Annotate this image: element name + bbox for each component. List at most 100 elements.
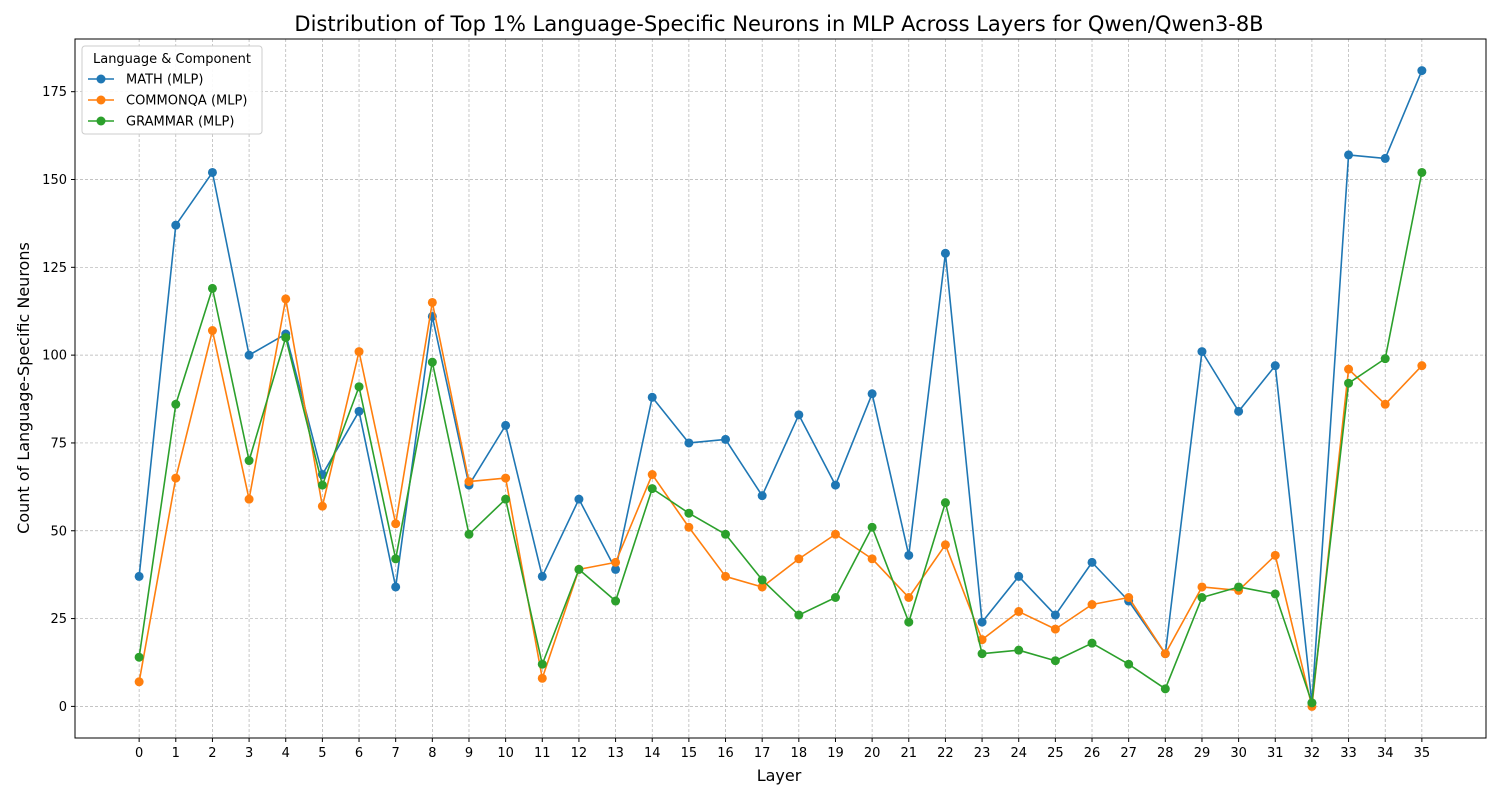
x-tick-label: 20 <box>864 746 881 761</box>
x-tick-label: 15 <box>681 746 698 761</box>
data-point <box>940 498 950 508</box>
x-tick-label: 3 <box>245 746 253 761</box>
data-point <box>354 347 364 357</box>
x-tick-label: 21 <box>900 746 917 761</box>
data-point <box>1014 645 1024 655</box>
data-point <box>1234 582 1244 592</box>
grid-lines <box>75 39 1486 738</box>
x-tick-label: 28 <box>1157 746 1174 761</box>
x-tick-label: 0 <box>135 746 143 761</box>
data-point <box>904 550 914 560</box>
data-point <box>611 596 621 606</box>
data-point <box>830 480 840 490</box>
legend-label: MATH (MLP) <box>126 73 203 88</box>
data-point <box>867 389 877 399</box>
x-tick-label: 8 <box>428 746 436 761</box>
y-tick-label: 150 <box>42 173 67 188</box>
data-point <box>464 529 474 539</box>
y-tick-label: 100 <box>42 349 67 364</box>
data-point <box>537 673 547 683</box>
legend-marker <box>96 74 106 84</box>
data-point <box>1087 557 1097 567</box>
legend-marker <box>96 116 106 126</box>
data-point <box>1234 406 1244 416</box>
data-point <box>574 494 584 504</box>
data-point <box>1380 399 1390 409</box>
data-point <box>1160 684 1170 694</box>
data-point <box>830 592 840 602</box>
data-point <box>1014 571 1024 581</box>
data-point <box>1050 610 1060 620</box>
data-point <box>1270 589 1280 599</box>
legend-entry: MATH (MLP) <box>88 73 203 88</box>
series-commonqa-mlp <box>134 294 1427 711</box>
data-point <box>171 399 181 409</box>
plot-area <box>74 38 1487 739</box>
y-axis-label: Count of Language-Specific Neurons <box>14 242 33 534</box>
data-point <box>1124 592 1134 602</box>
data-point <box>391 554 401 564</box>
data-point <box>1270 361 1280 371</box>
data-point <box>1380 153 1390 163</box>
data-point <box>244 494 254 504</box>
data-point <box>1050 624 1060 634</box>
x-tick-label: 26 <box>1084 746 1101 761</box>
axis-ticks: 0 1 2 3 4 5 6 7 8 9 10 11 12 13 14 15 16 17 18 19 20 21 22 23 24… <box>42 85 1430 761</box>
y-tick-label: 125 <box>42 261 67 276</box>
y-tick-label: 50 <box>50 524 67 539</box>
x-tick-label: 7 <box>392 746 400 761</box>
x-tick-label: 14 <box>644 746 661 761</box>
series-line <box>138 172 1423 704</box>
x-tick-label: 30 <box>1230 746 1247 761</box>
data-point <box>464 477 474 487</box>
legend-entry: COMMONQA (MLP) <box>88 94 247 109</box>
data-point <box>1344 150 1354 160</box>
data-point <box>611 557 621 567</box>
data-point <box>1270 550 1280 560</box>
data-point <box>207 283 217 293</box>
data-point <box>684 508 694 518</box>
data-point <box>721 571 731 581</box>
data-point <box>940 540 950 550</box>
x-tick-label: 2 <box>208 746 216 761</box>
data-point <box>684 438 694 448</box>
data-point <box>354 382 364 392</box>
data-point <box>867 522 877 532</box>
data-point <box>207 326 217 336</box>
data-point <box>1344 378 1354 388</box>
data-point <box>1380 354 1390 364</box>
x-tick-label: 33 <box>1340 746 1357 761</box>
x-tick-label: 18 <box>791 746 808 761</box>
data-point <box>647 470 657 480</box>
data-point <box>1417 361 1427 371</box>
x-tick-label: 24 <box>1010 746 1027 761</box>
legend-label: GRAMMAR (MLP) <box>126 115 234 130</box>
data-point <box>354 406 364 416</box>
data-point <box>207 167 217 177</box>
x-tick-label: 6 <box>355 746 363 761</box>
x-tick-label: 17 <box>754 746 771 761</box>
data-point <box>501 494 511 504</box>
data-point <box>537 659 547 669</box>
data-point <box>1197 347 1207 357</box>
data-point <box>317 501 327 511</box>
data-point <box>281 294 291 304</box>
x-axis-label: Layer <box>757 766 802 785</box>
legend-title: Language & Component <box>93 52 251 67</box>
x-tick-label: 29 <box>1194 746 1211 761</box>
data-point <box>904 592 914 602</box>
data-point <box>647 392 657 402</box>
legend-box <box>81 45 263 135</box>
x-tick-label: 1 <box>172 746 180 761</box>
y-tick-label: 175 <box>42 85 67 100</box>
data-point <box>134 571 144 581</box>
data-point <box>647 484 657 494</box>
x-tick-label: 32 <box>1304 746 1321 761</box>
x-tick-label: 5 <box>318 746 326 761</box>
series-line <box>138 70 1423 704</box>
y-tick-label: 0 <box>59 700 67 715</box>
x-tick-label: 25 <box>1047 746 1064 761</box>
data-point <box>904 617 914 627</box>
data-point <box>317 480 327 490</box>
